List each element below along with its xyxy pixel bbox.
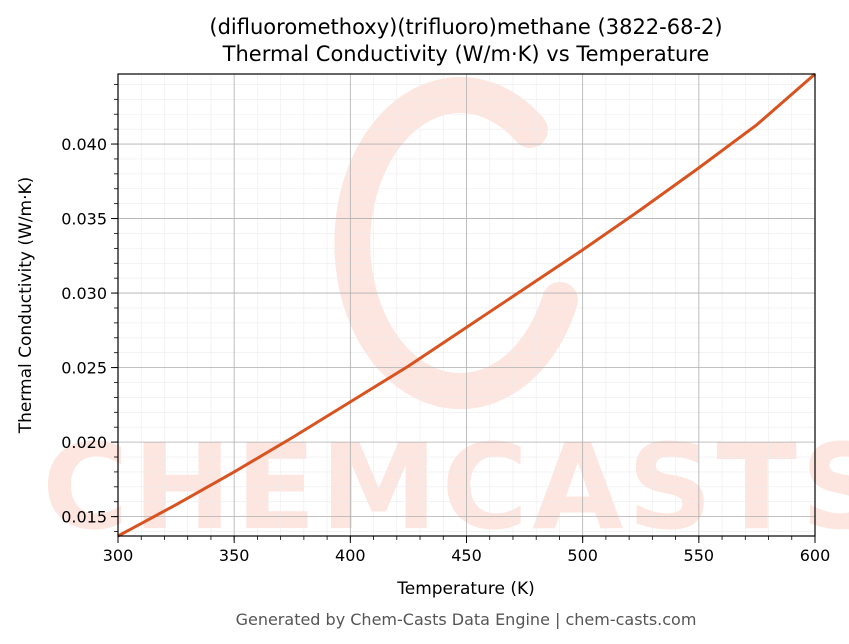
x-tick-label: 550 [684,546,715,565]
x-tick-label: 450 [451,546,482,565]
y-tick-label: 0.025 [61,359,107,378]
y-axis-label: Thermal Conductivity (W/m·K) [16,177,36,435]
footer-credit: Generated by Chem-Casts Data Engine | ch… [236,610,697,629]
x-axis-label: Temperature (K) [396,579,535,599]
chart-title-line1: (difluoromethoxy)(trifluoro)methane (382… [209,15,722,39]
y-tick-label: 0.020 [61,433,107,452]
x-tick-label: 300 [103,546,134,565]
y-tick-label: 0.015 [61,508,107,527]
y-tick-label: 0.035 [61,210,107,229]
watermark-logo-icon [334,77,578,410]
x-tick-label: 350 [219,546,250,565]
series-line [117,72,816,538]
x-tick-label: 500 [567,546,598,565]
y-tick-label: 0.030 [61,284,107,303]
x-tick-label: 400 [335,546,366,565]
chart-title-line2: Thermal Conductivity (W/m·K) vs Temperat… [222,42,710,66]
x-ticks: 300 350 400 450 500 550 600 [103,536,831,565]
y-ticks: 0.015 0.020 0.025 0.030 0.035 0.040 [61,84,118,532]
y-tick-label: 0.040 [61,135,107,154]
x-tick-label: 600 [800,546,831,565]
